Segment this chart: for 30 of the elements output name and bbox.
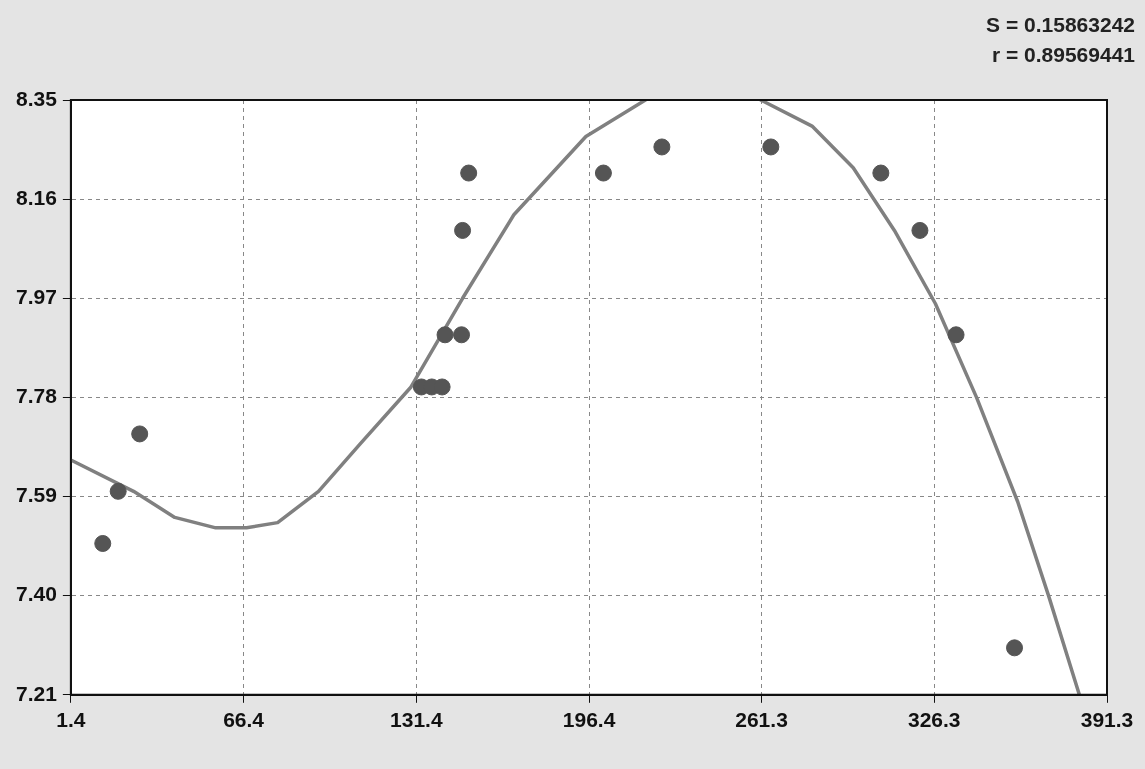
point bbox=[453, 326, 471, 344]
x-tick-label: 196.4 bbox=[562, 708, 616, 732]
x-tick-label: 261.3 bbox=[735, 708, 788, 732]
y-tick-label: 7.78 bbox=[16, 384, 58, 408]
point bbox=[762, 138, 780, 156]
point bbox=[131, 425, 149, 443]
point bbox=[1006, 639, 1024, 657]
y-tick-label: 8.16 bbox=[16, 185, 57, 209]
text: S = 0.15863242 bbox=[986, 12, 1135, 38]
y-tick-label: 7.97 bbox=[16, 285, 57, 309]
x-tick-label: 131.4 bbox=[390, 708, 443, 732]
point bbox=[911, 221, 929, 239]
y-tick-label: 7.21 bbox=[16, 681, 58, 705]
text: r = 0.89569441 bbox=[990, 42, 1135, 68]
point bbox=[460, 164, 478, 182]
x-tick-label: 66.4 bbox=[223, 708, 265, 732]
point bbox=[94, 534, 112, 552]
point bbox=[109, 482, 127, 500]
y-tick-label: 8.35 bbox=[16, 86, 58, 110]
y-tick-label: 7.59 bbox=[16, 483, 57, 507]
point bbox=[436, 326, 454, 344]
point bbox=[653, 138, 671, 156]
point bbox=[594, 164, 612, 182]
x-tick-label: 1.4 bbox=[56, 708, 86, 732]
point bbox=[947, 326, 965, 344]
x-tick-label: 326.3 bbox=[907, 708, 961, 732]
x-tick-label: 391.3 bbox=[1080, 708, 1134, 732]
y-tick-label: 7.40 bbox=[16, 582, 57, 606]
point bbox=[872, 164, 890, 182]
point bbox=[454, 221, 472, 239]
